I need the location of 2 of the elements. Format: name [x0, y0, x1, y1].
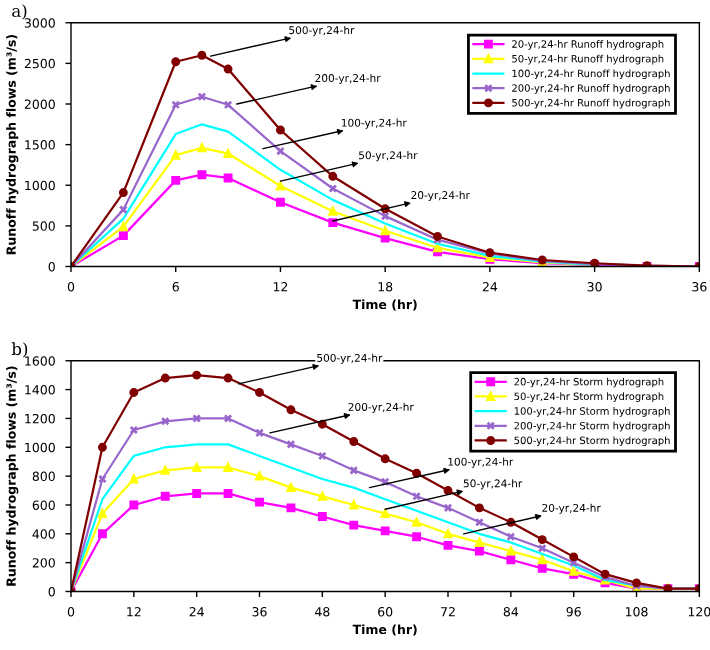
chart-title: b) [11, 342, 28, 358]
chart-title: a) [12, 4, 27, 20]
